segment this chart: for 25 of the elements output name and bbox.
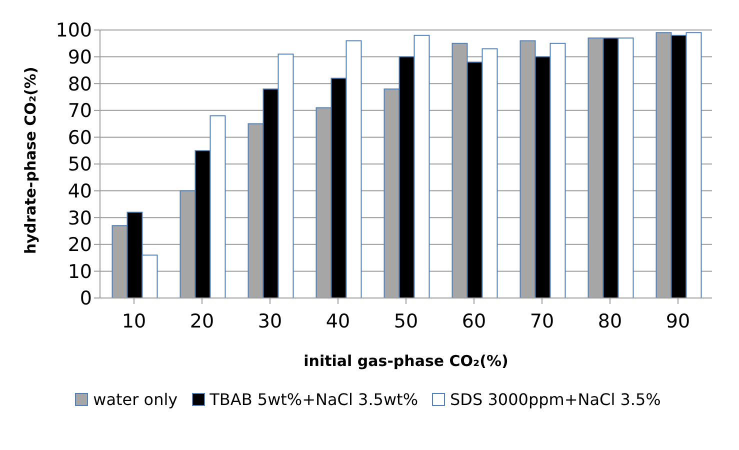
y-tick-label: 20 <box>68 234 92 256</box>
y-tick-label: 70 <box>68 100 92 122</box>
x-tick-label: 50 <box>394 310 418 332</box>
x-tick-label: 30 <box>258 310 282 332</box>
legend-label: TBAB 5wt%+NaCl 3.5wt% <box>210 390 418 409</box>
y-tick-label: 10 <box>68 260 92 283</box>
y-tick-label: 90 <box>68 46 92 69</box>
x-tick-label: 60 <box>462 310 486 332</box>
x-tick-label: 70 <box>530 310 554 332</box>
y-tick-label: 30 <box>68 207 92 230</box>
x-tick-label: 80 <box>598 310 622 332</box>
y-tick-label: 0 <box>80 288 92 310</box>
y-tick-label: 60 <box>68 126 92 149</box>
x-tick-label: 40 <box>326 310 350 332</box>
legend-label: water only <box>93 390 178 409</box>
y-tick-label: 80 <box>68 73 92 96</box>
x-tick-label: 90 <box>666 310 690 332</box>
x-tick-label: 10 <box>122 310 146 332</box>
y-axis-title: hydrate-phase CO₂(%) <box>21 66 40 254</box>
x-axis-title: initial gas-phase CO₂(%) <box>304 352 508 370</box>
y-tick-label: 50 <box>68 154 92 176</box>
legend-label: SDS 3000ppm+NaCl 3.5% <box>450 390 661 409</box>
y-tick-label: 40 <box>68 180 92 203</box>
y-tick-label: 100 <box>56 20 92 42</box>
x-tick-label: 20 <box>190 310 214 332</box>
